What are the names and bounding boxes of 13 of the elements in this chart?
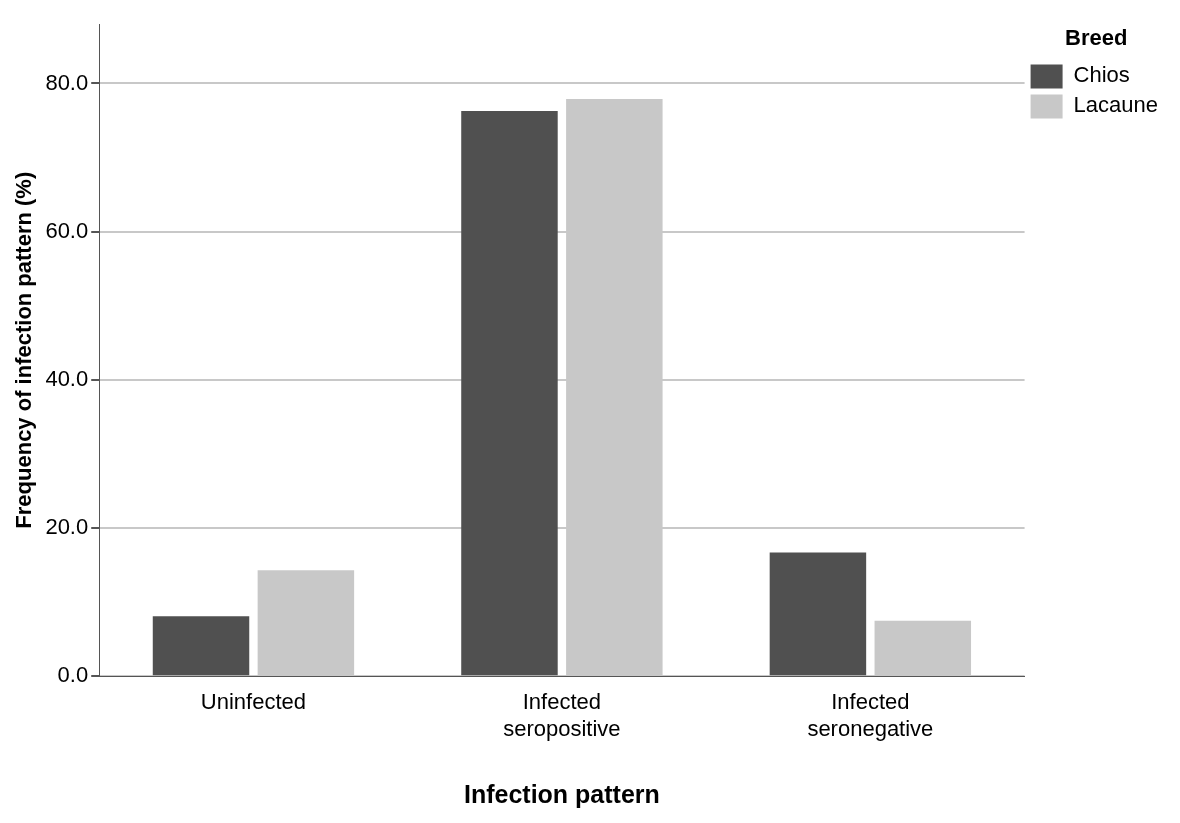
y-tick-label: 0.0	[57, 662, 89, 688]
legend-title: Breed	[1065, 25, 1128, 51]
y-tick-label: 80.0	[45, 69, 89, 95]
y-tick-label: 40.0	[45, 365, 89, 391]
x-axis-title: Infection pattern	[463, 779, 660, 808]
y-tick-label: 60.0	[45, 217, 89, 243]
x-tick-label: Uninfected	[200, 689, 307, 715]
y-axis-title: Frequency of infection pattern (%)	[11, 171, 37, 529]
x-tick-label: Infected seronegative	[807, 689, 934, 741]
x-tick-label: Infected seropositive	[503, 689, 621, 741]
y-tick-label: 20.0	[45, 514, 89, 540]
legend-label: Lacaune	[1073, 92, 1159, 118]
legend-label: Chios	[1073, 62, 1130, 88]
